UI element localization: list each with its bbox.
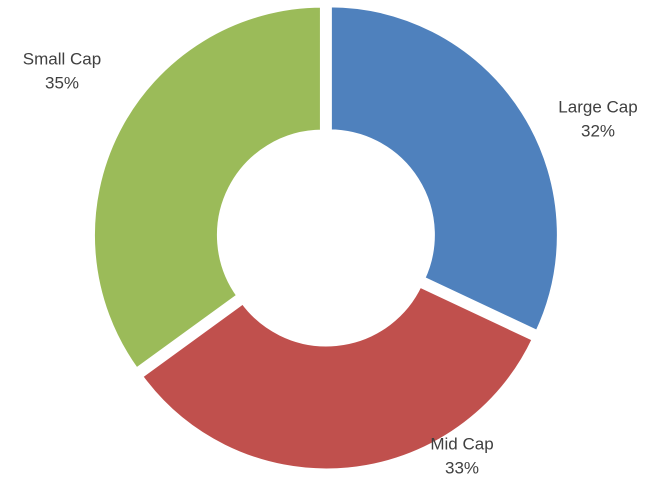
segment-value-label: 32% — [581, 121, 615, 140]
segment-label: Large Cap — [558, 97, 637, 116]
segment-label: Small Cap — [23, 49, 101, 68]
segment-value-label: 35% — [45, 73, 79, 92]
segment-value-label: 33% — [445, 458, 479, 477]
donut-segment — [326, 2, 562, 337]
donut-segment — [136, 281, 538, 474]
segment-label: Mid Cap — [430, 434, 493, 453]
donut-segment — [89, 2, 325, 374]
